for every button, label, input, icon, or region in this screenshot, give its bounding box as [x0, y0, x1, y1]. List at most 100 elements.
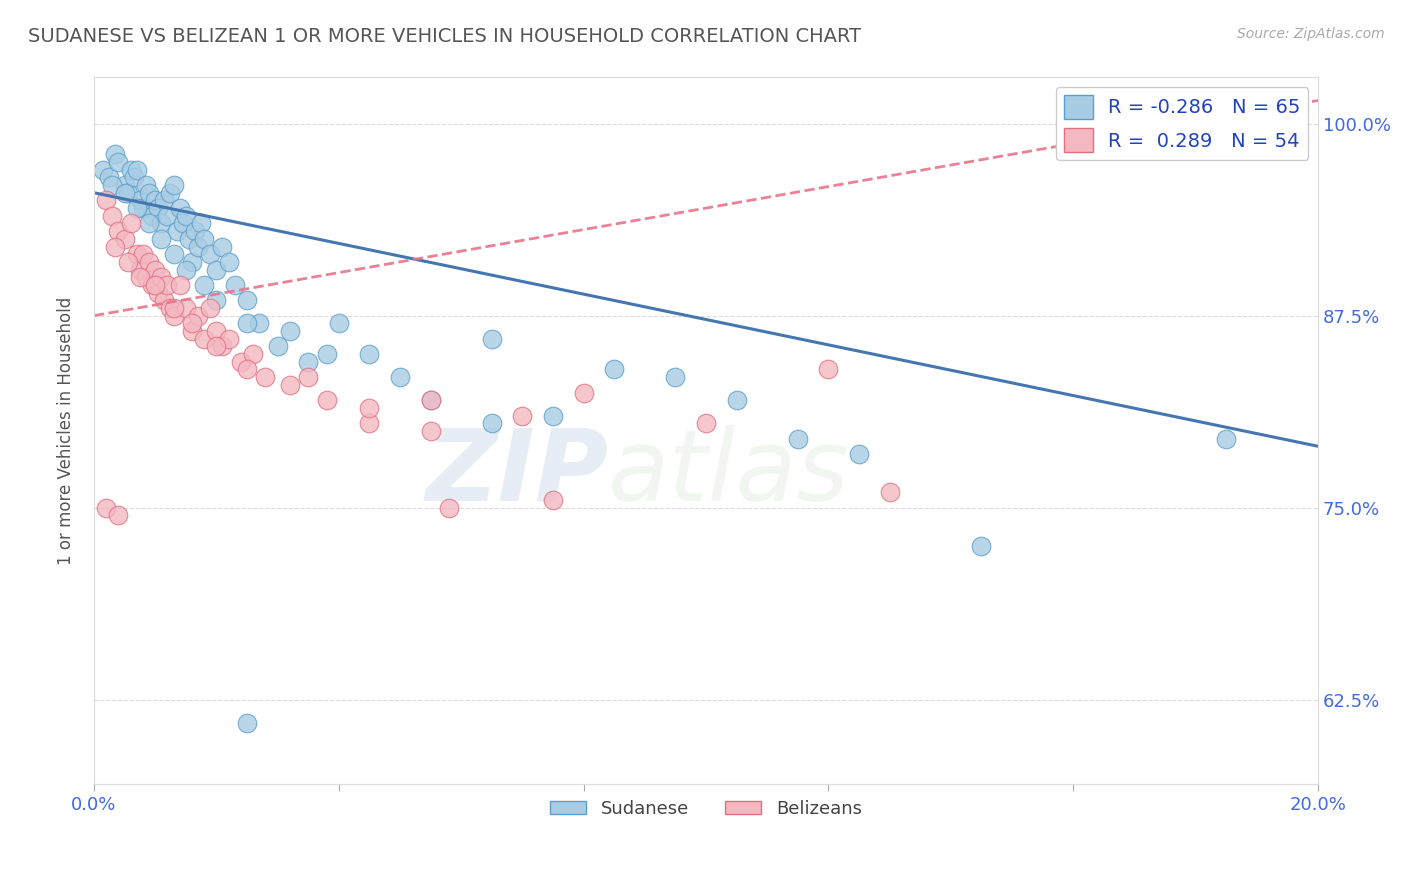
Point	[193, 277, 215, 292]
Point	[205, 324, 228, 338]
Point	[174, 209, 197, 223]
Point	[359, 401, 381, 415]
Point	[132, 201, 155, 215]
Point	[107, 508, 129, 523]
Point	[266, 339, 288, 353]
Point	[174, 301, 197, 315]
Text: Source: ZipAtlas.com: Source: ZipAtlas.com	[1237, 27, 1385, 41]
Point	[218, 332, 240, 346]
Point	[572, 385, 595, 400]
Point	[184, 224, 207, 238]
Point	[122, 170, 145, 185]
Point	[156, 209, 179, 223]
Point	[169, 277, 191, 292]
Point	[970, 539, 993, 553]
Point	[120, 162, 142, 177]
Text: SUDANESE VS BELIZEAN 1 OR MORE VEHICLES IN HOUSEHOLD CORRELATION CHART: SUDANESE VS BELIZEAN 1 OR MORE VEHICLES …	[28, 27, 862, 45]
Point	[190, 217, 212, 231]
Point	[138, 186, 160, 200]
Point	[419, 393, 441, 408]
Point	[187, 309, 209, 323]
Point	[117, 186, 139, 200]
Point	[162, 309, 184, 323]
Point	[328, 316, 350, 330]
Point	[125, 201, 148, 215]
Point	[278, 324, 301, 338]
Point	[180, 255, 202, 269]
Point	[138, 255, 160, 269]
Point	[107, 224, 129, 238]
Point	[128, 194, 150, 208]
Point	[247, 316, 270, 330]
Point	[148, 201, 170, 215]
Point	[156, 277, 179, 292]
Text: atlas: atlas	[609, 425, 849, 522]
Point	[162, 301, 184, 315]
Point	[224, 277, 246, 292]
Point	[141, 277, 163, 292]
Point	[169, 201, 191, 215]
Point	[166, 224, 188, 238]
Point	[114, 232, 136, 246]
Point	[153, 194, 176, 208]
Point	[236, 316, 259, 330]
Point	[359, 347, 381, 361]
Y-axis label: 1 or more Vehicles in Household: 1 or more Vehicles in Household	[58, 297, 75, 565]
Point	[143, 262, 166, 277]
Point	[205, 339, 228, 353]
Point	[879, 485, 901, 500]
Point	[786, 432, 808, 446]
Point	[817, 362, 839, 376]
Point	[297, 370, 319, 384]
Point	[236, 362, 259, 376]
Point	[419, 393, 441, 408]
Point	[359, 416, 381, 430]
Point	[695, 416, 717, 430]
Point	[187, 239, 209, 253]
Point	[150, 232, 173, 246]
Point	[101, 209, 124, 223]
Point	[242, 347, 264, 361]
Point	[135, 178, 157, 192]
Point	[180, 316, 202, 330]
Point	[193, 232, 215, 246]
Point	[114, 178, 136, 192]
Point	[143, 277, 166, 292]
Point	[205, 262, 228, 277]
Point	[96, 194, 118, 208]
Point	[117, 255, 139, 269]
Point	[541, 493, 564, 508]
Point	[104, 147, 127, 161]
Point	[172, 217, 194, 231]
Point	[481, 332, 503, 346]
Point	[159, 186, 181, 200]
Point	[278, 377, 301, 392]
Point	[541, 409, 564, 423]
Point	[1215, 432, 1237, 446]
Point	[664, 370, 686, 384]
Point	[150, 270, 173, 285]
Point	[125, 247, 148, 261]
Point	[159, 301, 181, 315]
Point	[180, 324, 202, 338]
Point	[148, 285, 170, 300]
Point	[98, 170, 121, 185]
Point	[162, 178, 184, 192]
Point	[254, 370, 277, 384]
Point	[297, 355, 319, 369]
Point	[437, 500, 460, 515]
Point	[481, 416, 503, 430]
Point	[315, 347, 337, 361]
Point	[603, 362, 626, 376]
Point	[193, 332, 215, 346]
Point	[315, 393, 337, 408]
Point	[236, 715, 259, 730]
Point	[107, 155, 129, 169]
Point	[150, 217, 173, 231]
Point	[236, 293, 259, 308]
Point	[128, 270, 150, 285]
Point	[101, 178, 124, 192]
Point	[125, 162, 148, 177]
Point	[229, 355, 252, 369]
Point	[143, 194, 166, 208]
